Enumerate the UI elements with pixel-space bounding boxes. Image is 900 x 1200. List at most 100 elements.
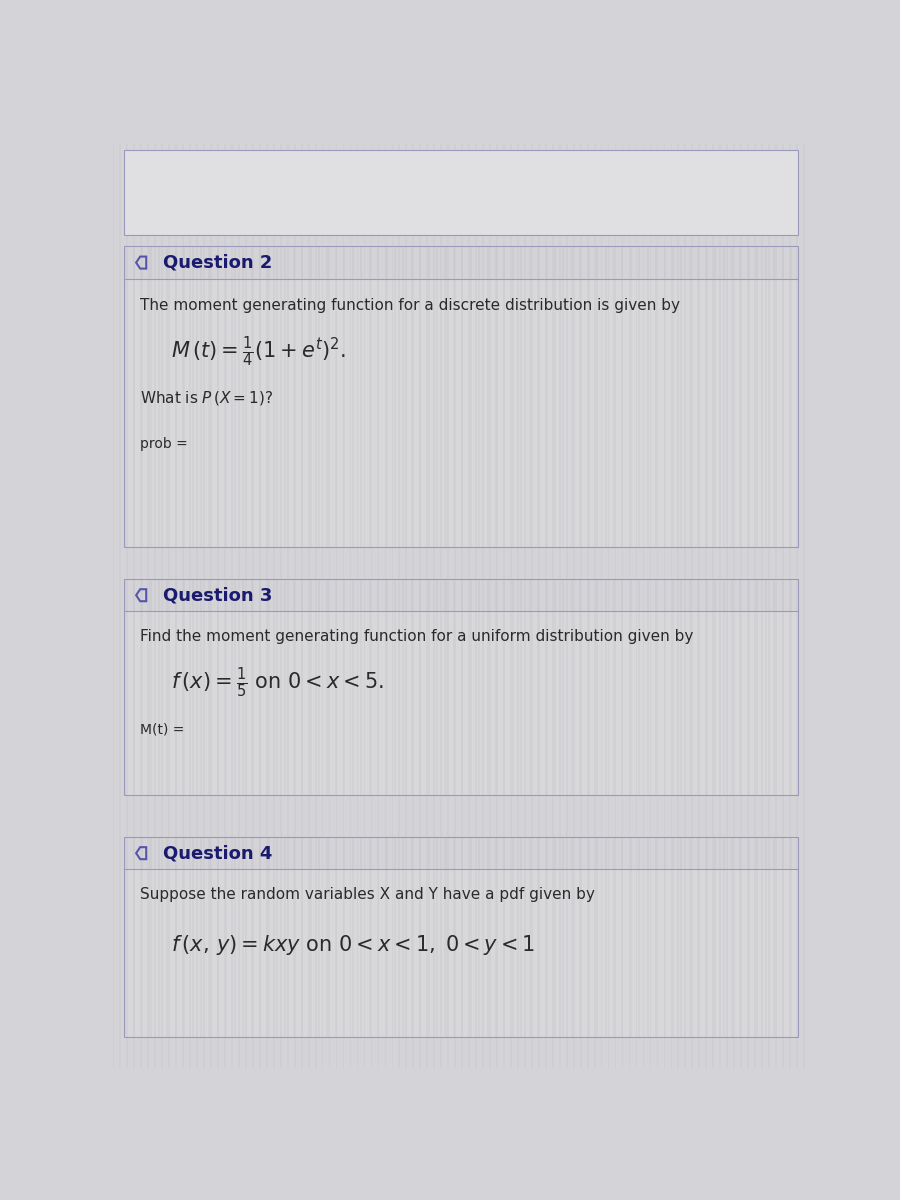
Bar bbox=[267, 150, 269, 235]
Bar bbox=[731, 150, 734, 235]
Bar bbox=[723, 278, 724, 547]
Bar bbox=[655, 869, 657, 1037]
Bar bbox=[622, 144, 624, 1068]
Bar bbox=[259, 246, 261, 278]
Bar bbox=[487, 246, 489, 278]
Bar bbox=[343, 869, 346, 1037]
Bar bbox=[756, 838, 759, 869]
Bar bbox=[318, 246, 320, 278]
Bar bbox=[209, 150, 211, 235]
Bar bbox=[124, 869, 126, 1037]
Bar bbox=[410, 278, 413, 547]
Bar bbox=[445, 278, 446, 547]
Bar bbox=[166, 838, 168, 869]
Bar bbox=[503, 869, 506, 1037]
Bar bbox=[327, 246, 328, 278]
Bar bbox=[141, 580, 143, 611]
Bar bbox=[588, 611, 590, 794]
Bar bbox=[740, 838, 742, 869]
Bar bbox=[141, 869, 143, 1037]
Bar bbox=[621, 580, 624, 611]
Bar bbox=[478, 246, 481, 278]
Bar bbox=[638, 611, 640, 794]
Bar bbox=[538, 144, 540, 1068]
Bar bbox=[723, 611, 724, 794]
Bar bbox=[327, 580, 328, 611]
Bar bbox=[545, 150, 547, 235]
Bar bbox=[336, 144, 338, 1068]
Bar bbox=[719, 144, 721, 1068]
Bar bbox=[621, 611, 624, 794]
Bar bbox=[596, 838, 599, 869]
Bar bbox=[621, 246, 624, 278]
Bar bbox=[302, 246, 303, 278]
Bar bbox=[512, 580, 514, 611]
Bar bbox=[790, 611, 792, 794]
Bar bbox=[512, 838, 514, 869]
Bar bbox=[706, 278, 707, 547]
Bar bbox=[183, 150, 185, 235]
Bar bbox=[242, 869, 244, 1037]
Bar bbox=[124, 246, 126, 278]
Bar bbox=[132, 838, 135, 869]
Bar bbox=[200, 278, 202, 547]
Bar bbox=[250, 278, 253, 547]
Text: Suppose the random variables X and Y have a pdf given by: Suppose the random variables X and Y hav… bbox=[140, 887, 595, 902]
Bar bbox=[318, 580, 320, 611]
Bar bbox=[580, 869, 581, 1037]
Bar bbox=[394, 611, 396, 794]
Bar bbox=[310, 611, 311, 794]
Bar bbox=[571, 611, 573, 794]
Bar bbox=[706, 580, 707, 611]
Bar bbox=[318, 869, 320, 1037]
Bar bbox=[166, 278, 168, 547]
Bar bbox=[698, 144, 700, 1068]
Bar bbox=[510, 144, 512, 1068]
Bar bbox=[149, 580, 151, 611]
Bar bbox=[394, 580, 396, 611]
Bar bbox=[124, 150, 798, 235]
Bar bbox=[453, 150, 454, 235]
Bar bbox=[790, 278, 792, 547]
Bar bbox=[562, 246, 564, 278]
Bar bbox=[528, 838, 531, 869]
Bar bbox=[209, 580, 211, 611]
Bar bbox=[524, 144, 526, 1068]
Bar bbox=[520, 580, 522, 611]
Bar bbox=[685, 144, 686, 1068]
Bar bbox=[672, 278, 674, 547]
Bar bbox=[790, 838, 792, 869]
Bar bbox=[638, 838, 640, 869]
Bar bbox=[478, 150, 481, 235]
Bar bbox=[453, 580, 454, 611]
Bar bbox=[200, 580, 202, 611]
Bar bbox=[580, 838, 581, 869]
Bar bbox=[740, 246, 742, 278]
Bar bbox=[723, 150, 724, 235]
Bar bbox=[605, 150, 607, 235]
Bar bbox=[318, 150, 320, 235]
Bar bbox=[638, 246, 640, 278]
Bar bbox=[655, 150, 657, 235]
Bar bbox=[410, 838, 413, 869]
Bar bbox=[343, 580, 346, 611]
Bar bbox=[688, 580, 691, 611]
Bar bbox=[537, 838, 539, 869]
Bar bbox=[647, 611, 649, 794]
Bar bbox=[385, 869, 388, 1037]
Bar bbox=[698, 838, 699, 869]
Bar bbox=[495, 611, 497, 794]
Bar bbox=[461, 144, 463, 1068]
Bar bbox=[175, 869, 176, 1037]
Bar bbox=[453, 869, 454, 1037]
Bar bbox=[680, 838, 682, 869]
Bar bbox=[562, 869, 564, 1037]
Bar bbox=[765, 246, 767, 278]
Bar bbox=[580, 611, 581, 794]
Bar bbox=[343, 246, 346, 278]
Bar bbox=[124, 838, 798, 869]
Bar bbox=[773, 246, 775, 278]
Bar bbox=[445, 580, 446, 611]
Bar bbox=[571, 246, 573, 278]
Bar bbox=[461, 580, 464, 611]
